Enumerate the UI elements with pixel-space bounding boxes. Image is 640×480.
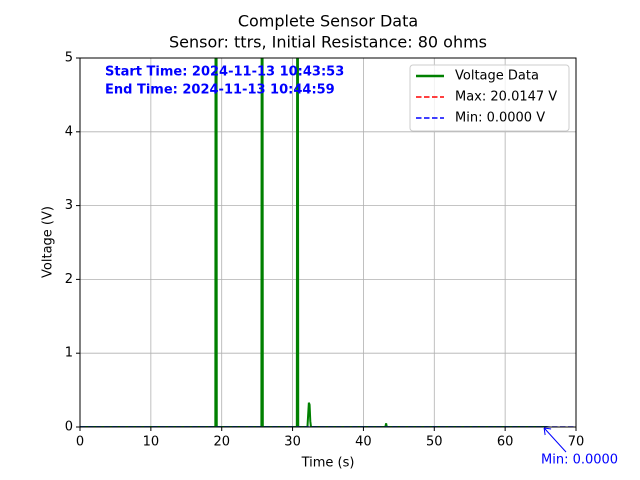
legend-label: Min: 0.0000 V (455, 111, 545, 126)
chart-title: Complete Sensor Data (238, 12, 418, 31)
x-tick-label: 0 (76, 435, 84, 450)
chart-subtitle: Sensor: ttrs, Initial Resistance: 80 ohm… (169, 33, 487, 52)
x-tick-label: 20 (213, 435, 230, 450)
y-tick-label: 3 (65, 198, 73, 213)
legend: Voltage Data Max: 20.0147 V Min: 0.0000 V (409, 64, 570, 132)
annotation-arrowhead (543, 427, 552, 436)
x-tick-label: 30 (284, 435, 301, 450)
min-annotation: Min: 0.0000 (541, 453, 618, 468)
y-tick-label: 5 (65, 51, 73, 66)
y-tick-label: 1 (65, 346, 73, 361)
annotation-arrow (543, 427, 567, 453)
end-time: End Time: 2024-11-13 10:44:59 (105, 83, 335, 98)
x-tick-label: 50 (426, 435, 443, 450)
x-tick-label: 40 (355, 435, 372, 450)
legend-label: Voltage Data (455, 69, 539, 84)
y-tick-label: 0 (65, 420, 73, 435)
legend-label: Max: 20.0147 V (455, 90, 557, 105)
y-tick-label: 4 (65, 124, 73, 139)
legend-box (409, 64, 570, 132)
start-time: Start Time: 2024-11-13 10:43:53 (105, 65, 344, 80)
x-tick-label: 70 (568, 435, 585, 450)
x-tick-label: 60 (497, 435, 514, 450)
x-tick-label: 10 (143, 435, 160, 450)
y-tick-label: 2 (65, 272, 73, 287)
x-axis-label: Time (s) (301, 456, 355, 471)
y-axis-label: Voltage (V) (41, 206, 56, 278)
axes-frame (79, 57, 577, 428)
